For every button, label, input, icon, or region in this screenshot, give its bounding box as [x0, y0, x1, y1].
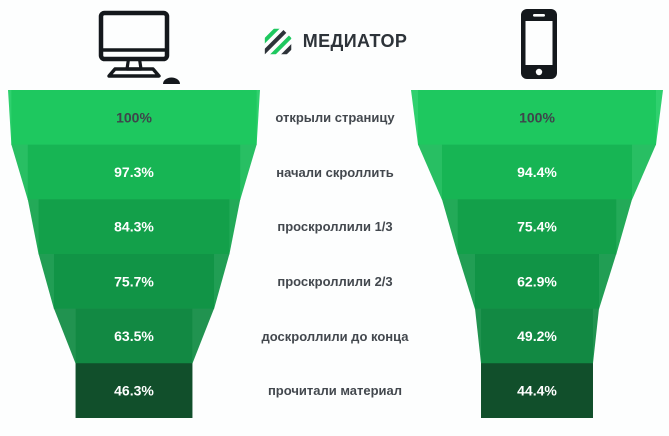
funnel-segment — [481, 363, 593, 418]
funnel-segment — [457, 199, 617, 255]
funnel-value-label: 46.3% — [114, 383, 154, 399]
mobile-funnel-chart: 100% 94.4% 75.4% 62.9% 49.2% 44.4% — [411, 90, 663, 418]
funnel-value-label: 63.5% — [114, 328, 154, 344]
funnel-value-label: 84.3% — [114, 219, 154, 235]
desktop-computer-icon — [86, 6, 182, 86]
funnel-value-label: 94.4% — [517, 164, 557, 180]
smartphone-icon-svg — [521, 9, 557, 79]
funnel-value-label: 100% — [519, 109, 555, 125]
funnel-segment — [475, 254, 599, 310]
stage-label-started-scroll: начали скроллить — [276, 164, 394, 180]
funnel-value-label: 62.9% — [517, 273, 557, 289]
funnel-value-label: 97.3% — [114, 164, 154, 180]
mediator-logo-text: МЕДИАТОР — [302, 30, 408, 51]
funnel-value-label: 44.4% — [517, 383, 557, 399]
stage-label-opened-page: открыли страницу — [275, 109, 395, 125]
funnel-segment — [418, 90, 656, 146]
funnel-segment — [27, 144, 241, 200]
stage-label-scrolled-2-3: проскроллили 2/3 — [277, 273, 393, 289]
funnel-value-label: 100% — [116, 109, 152, 125]
funnel-segment — [75, 363, 193, 418]
funnel-segment — [38, 199, 230, 255]
smartphone-icon — [517, 6, 561, 84]
funnel-segment — [441, 144, 633, 200]
funnel-segment — [75, 308, 193, 364]
stage-label-read-material: прочитали материал — [267, 383, 403, 399]
stage-label-scrolled-1-3: проскроллили 1/3 — [277, 219, 393, 235]
funnel-value-label: 75.4% — [517, 219, 557, 235]
mediator-logo: МЕДИАТОР — [235, 22, 435, 60]
desktop-computer-icon-svg — [98, 10, 180, 84]
mediator-logo-mark-icon — [264, 28, 291, 54]
funnel-value-label: 75.7% — [114, 273, 154, 289]
funnel-stage-labels: открыли страницу начали скроллить проскр… — [235, 90, 435, 418]
funnel-segment — [53, 254, 215, 310]
funnel-segment — [11, 90, 257, 146]
funnel-value-label: 49.2% — [517, 328, 557, 344]
funnel-segment — [481, 308, 593, 364]
desktop-funnel-chart: 100% 97.3% 84.3% 75.7% 63.5% 46.3% — [8, 90, 260, 418]
stage-label-scrolled-to-end: доскроллили до конца — [261, 328, 409, 344]
